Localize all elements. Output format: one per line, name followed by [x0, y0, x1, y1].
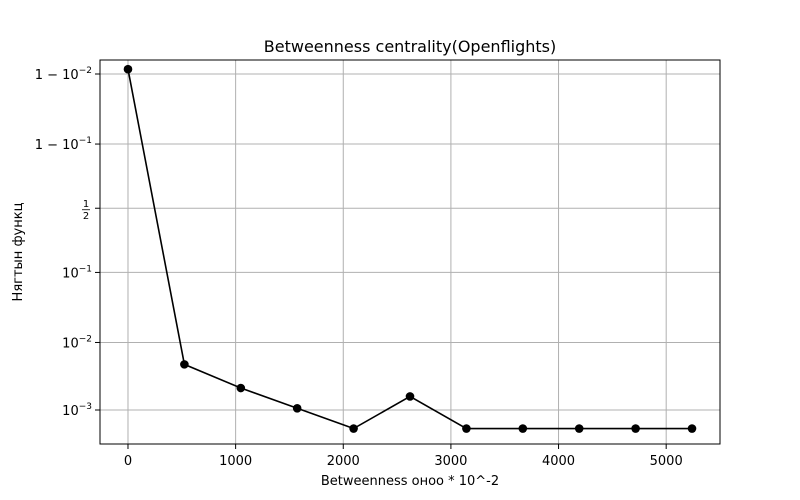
y-tick-label: 1 − 10−2	[35, 66, 92, 83]
plot-frame	[99, 59, 721, 445]
series	[123, 64, 697, 433]
y-tick-label: 1 − 10−1	[35, 136, 92, 153]
data-point	[574, 424, 584, 433]
y-tick-label: 10−3	[62, 402, 92, 419]
y-tick-label-numerator: 1	[83, 199, 89, 210]
y-axis-label: Нягтын функц	[11, 202, 26, 301]
x-tick-label: 2000	[327, 454, 360, 469]
x-tick-label: 1000	[219, 454, 252, 469]
y-tick-label-denominator: 2	[83, 211, 89, 222]
x-tick-label: 4000	[542, 454, 575, 469]
data-point	[687, 424, 697, 433]
data-point	[349, 424, 358, 433]
data-point	[123, 64, 133, 74]
x-axis-ticks: 0 1000 2000 3000 4000 5000	[124, 444, 683, 469]
data-point	[180, 360, 189, 369]
data-point	[292, 403, 302, 413]
x-axis-label: Betweenness оноо * 10^-2	[321, 474, 499, 489]
y-tick-label: 10−1	[62, 264, 92, 281]
data-point	[631, 424, 640, 433]
y-axis-ticks: 1 − 10−2 1 − 10−1 12 10−1 10−2 10−3	[35, 66, 100, 419]
x-tick-label: 3000	[434, 454, 467, 469]
data-point	[462, 424, 471, 433]
y-tick-label: 10−2	[62, 334, 92, 351]
data-point	[405, 392, 415, 401]
data-point	[236, 383, 246, 393]
grid	[100, 60, 720, 444]
x-tick-label: 0	[124, 454, 132, 469]
x-tick-label: 5000	[650, 454, 683, 469]
data-point	[518, 424, 528, 433]
chart-title: Betweenness centrality(Openflights)	[264, 37, 556, 56]
